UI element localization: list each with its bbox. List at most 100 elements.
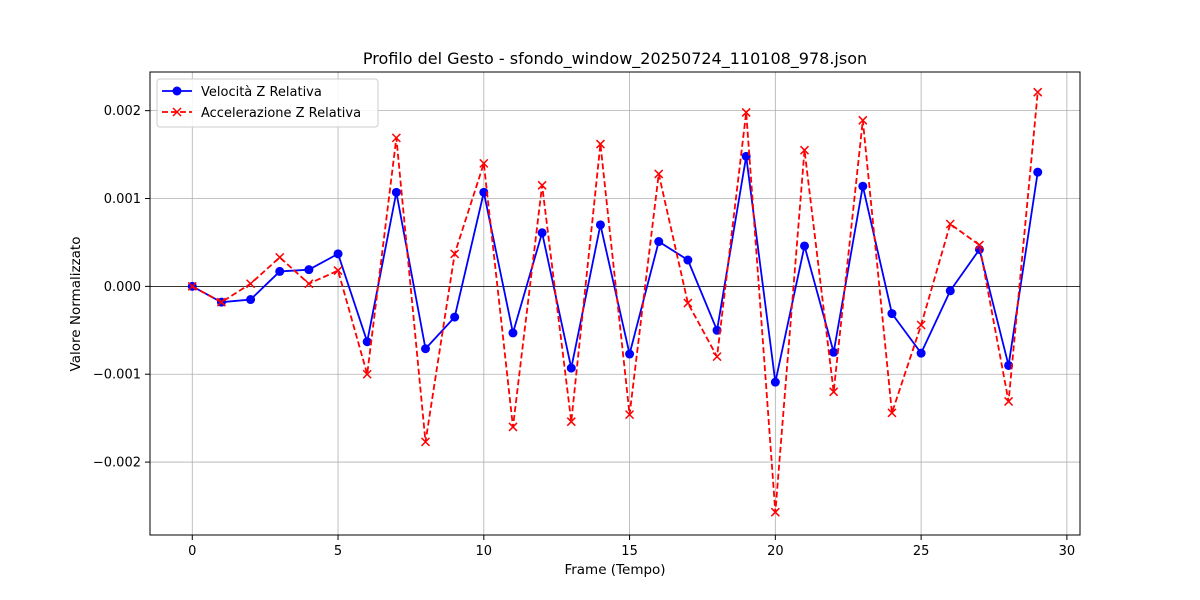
data-point [304, 265, 314, 275]
data-point-stroke [916, 320, 926, 330]
data-point-stroke [858, 115, 868, 125]
data-point [945, 219, 955, 229]
data-point-stroke [683, 298, 693, 308]
data-point [304, 279, 314, 289]
data-point-stroke [362, 369, 372, 379]
data-point-stroke [304, 279, 314, 289]
series-accelerazione [187, 87, 1043, 517]
data-point [770, 507, 780, 517]
legend-marker-accelerazione [172, 107, 182, 117]
x-tick-label: 25 [913, 544, 930, 559]
chart-title: Profilo del Gesto - sfondo_window_202507… [363, 49, 867, 69]
data-point [508, 328, 518, 338]
data-point [479, 187, 489, 197]
y-axis-label: Valore Normalizzato [68, 237, 84, 372]
data-point [887, 408, 897, 418]
data-point-stroke [595, 139, 605, 149]
data-point [450, 312, 460, 322]
x-tick-label: 20 [767, 544, 784, 559]
legend-marker-velocita [172, 86, 182, 96]
data-point-stroke [537, 180, 547, 190]
data-point-stroke [945, 219, 955, 229]
data-point-stroke [770, 507, 780, 517]
x-tick-label: 15 [621, 544, 638, 559]
data-point [566, 363, 576, 373]
data-point-stroke [391, 133, 401, 143]
data-point-stroke [450, 249, 460, 259]
data-point-stroke [887, 408, 897, 418]
x-axis-label: Frame (Tempo) [564, 562, 665, 578]
y-tick-label: 0.002 [104, 104, 141, 119]
data-point [537, 180, 547, 190]
series-velocita [187, 151, 1043, 387]
data-point [537, 228, 547, 238]
legend-label-accelerazione: Accelerazione Z Relativa [201, 106, 361, 121]
legend: Velocità Z Relativa Accelerazione Z Rela… [156, 78, 379, 128]
data-point [916, 320, 926, 330]
data-point [362, 369, 372, 379]
data-point-stroke [974, 240, 984, 250]
data-point [595, 220, 605, 230]
data-point [420, 437, 431, 447]
data-point [741, 107, 751, 117]
data-point [654, 169, 664, 179]
data-point [1004, 360, 1014, 370]
data-point-stroke [420, 437, 431, 447]
data-point [916, 348, 926, 358]
data-point-stroke [275, 252, 285, 262]
data-point [712, 352, 722, 362]
data-point [654, 237, 664, 247]
data-point [858, 115, 868, 125]
legend-label-velocita: Velocità Z Relativa [201, 85, 322, 100]
data-point [1033, 167, 1043, 177]
x-tick-label: 5 [334, 544, 342, 559]
data-point-stroke [741, 107, 751, 117]
data-point [945, 286, 955, 296]
data-point [1004, 396, 1014, 406]
data-point [421, 344, 431, 354]
x-axis-ticks: 0 5 10 15 20 25 30 [188, 535, 1075, 559]
y-tick-label: 0.000 [104, 280, 141, 295]
data-point [974, 240, 984, 250]
y-tick-label: −0.002 [93, 456, 141, 471]
legend-box [156, 78, 379, 128]
series-line [191, 92, 1039, 514]
data-point [595, 139, 605, 149]
data-point [799, 145, 810, 155]
data-point [246, 279, 256, 289]
data-point-stroke [508, 422, 518, 432]
data-point [216, 297, 226, 307]
data-point [508, 422, 518, 432]
data-point [275, 266, 285, 276]
data-point-stroke [654, 169, 664, 179]
data-point-stroke [566, 417, 576, 427]
data-point [391, 187, 401, 197]
y-tick-label: 0.001 [104, 192, 141, 207]
data-point [799, 241, 809, 251]
data-point [829, 347, 839, 357]
data-point [625, 349, 635, 359]
data-point [683, 255, 693, 265]
data-point [829, 387, 839, 397]
data-point [333, 249, 343, 259]
series-line [191, 155, 1039, 384]
data-point-stroke [216, 297, 226, 307]
plot-frame [149, 71, 1081, 536]
data-point-stroke [479, 158, 489, 168]
x-tick-label: 10 [476, 544, 493, 559]
data-point-stroke [799, 145, 810, 155]
data-point [479, 158, 489, 168]
data-point-stroke [1004, 396, 1014, 406]
data-point [858, 181, 868, 191]
data-point-stroke [333, 266, 343, 276]
series-layer [187, 87, 1043, 517]
data-point [770, 377, 780, 387]
x-tick-label: 30 [1059, 544, 1076, 559]
data-point [1033, 87, 1043, 97]
data-point [625, 410, 635, 420]
data-point [450, 249, 460, 259]
data-point [187, 281, 197, 291]
data-point-stroke [187, 281, 197, 291]
data-point [391, 133, 401, 143]
